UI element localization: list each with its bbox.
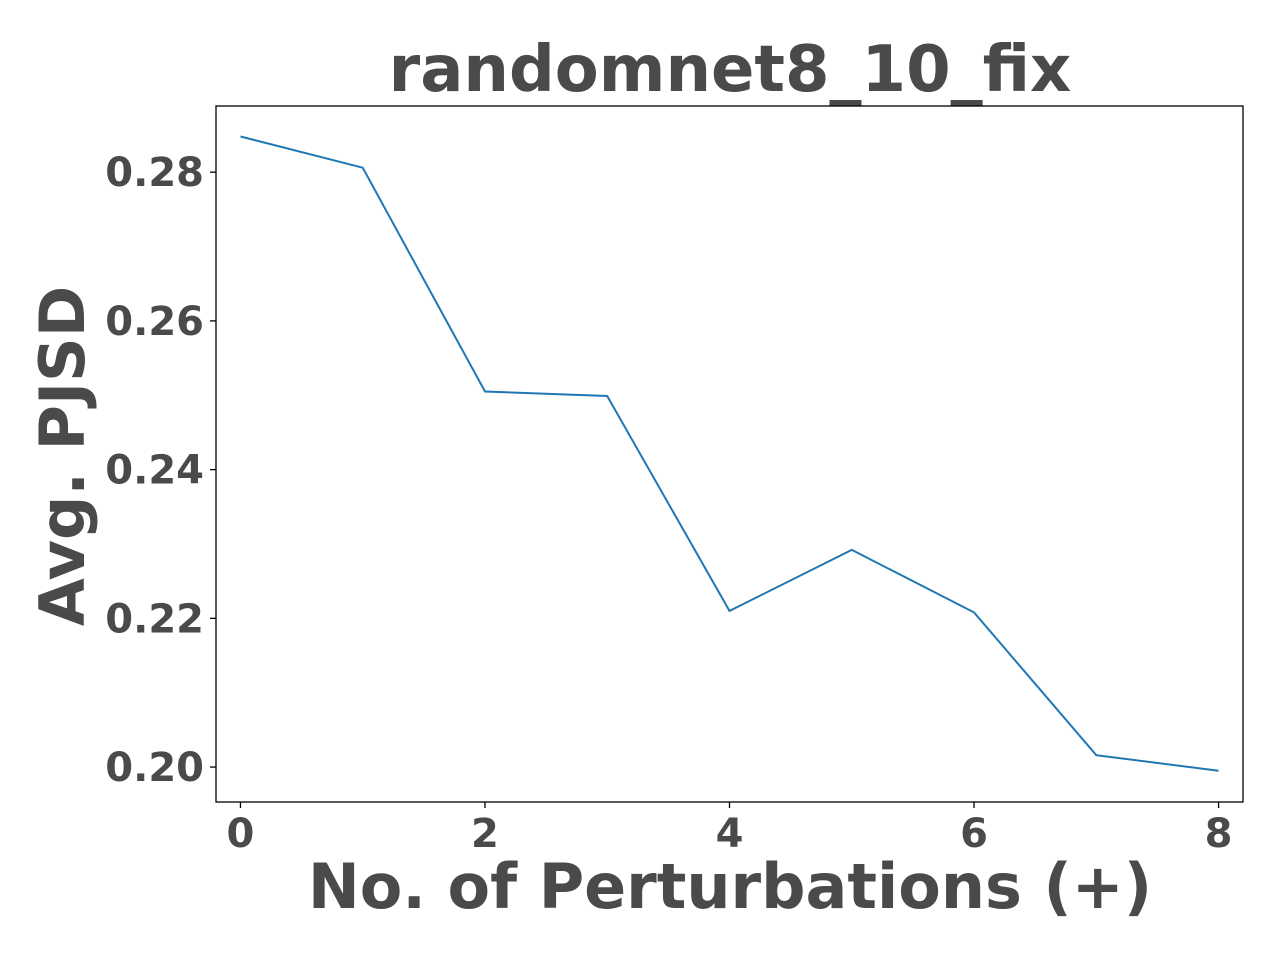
chart-title: randomnet8_10_fix (389, 33, 1072, 107)
x-tick-label: 4 (716, 811, 744, 857)
x-tick-label: 6 (960, 811, 988, 857)
y-tick-label: 0.20 (105, 745, 204, 791)
series-line (240, 135, 1219, 772)
y-tick-label: 0.26 (105, 299, 204, 345)
y-tick-label: 0.22 (105, 596, 204, 642)
y-axis-label: Avg. PJSD (26, 286, 99, 626)
y-tick-label: 0.28 (105, 150, 204, 196)
plot-frame (215, 105, 1244, 803)
x-tick-label: 0 (227, 811, 255, 857)
x-tick-label: 2 (471, 811, 499, 857)
x-tick-label: 8 (1205, 811, 1233, 857)
y-axis: 0.20 0.22 0.24 0.26 0.28 (105, 150, 216, 791)
x-axis-label: No. of Perturbations (+) (308, 850, 1152, 923)
y-tick-label: 0.24 (105, 448, 204, 494)
x-axis: 0 2 4 6 8 (227, 802, 1233, 857)
